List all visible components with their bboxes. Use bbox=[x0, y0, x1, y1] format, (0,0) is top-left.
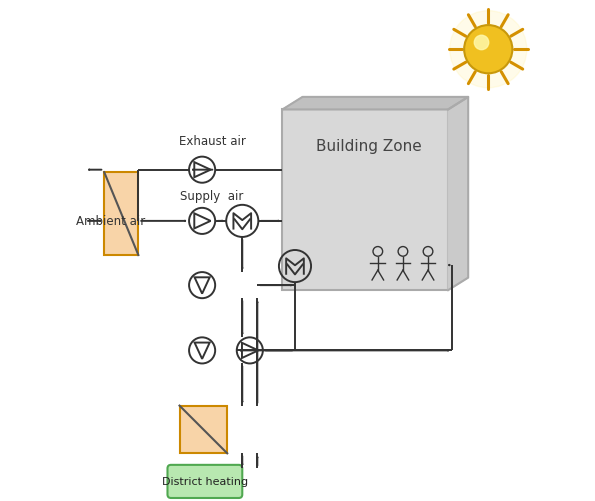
Polygon shape bbox=[283, 98, 468, 110]
Bar bbox=[283, 110, 448, 291]
Circle shape bbox=[474, 36, 488, 51]
Circle shape bbox=[450, 12, 527, 89]
Text: Exhaust air: Exhaust air bbox=[178, 135, 246, 148]
Text: Supply  air: Supply air bbox=[180, 190, 244, 203]
Text: Building Zone: Building Zone bbox=[316, 139, 421, 154]
Circle shape bbox=[464, 26, 512, 74]
Bar bbox=[104, 173, 139, 256]
Bar bbox=[180, 406, 227, 453]
FancyBboxPatch shape bbox=[167, 465, 242, 498]
Text: Ambient air: Ambient air bbox=[76, 215, 145, 228]
Polygon shape bbox=[448, 98, 468, 291]
Text: District heating: District heating bbox=[162, 476, 248, 486]
